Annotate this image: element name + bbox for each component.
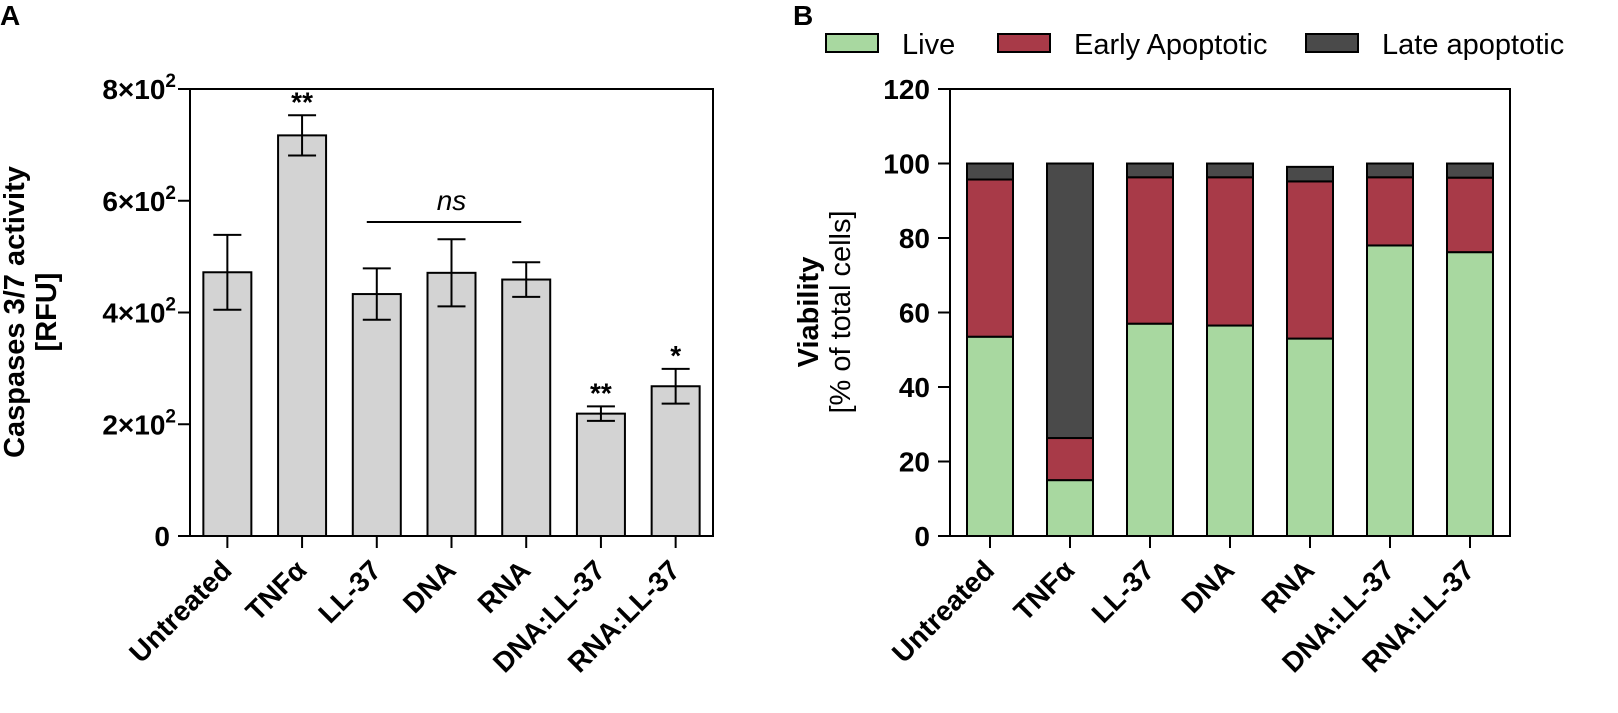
stacked-segment-early-apoptotic xyxy=(1446,176,1494,254)
stacked-segment-live xyxy=(1446,251,1494,537)
y-tick-label-base: 0 xyxy=(154,521,170,552)
stacked-segment-live xyxy=(1126,322,1174,537)
stacked-segment-early-apoptotic xyxy=(1366,176,1414,247)
x-category-label: LL-37 xyxy=(1086,554,1161,629)
y-tick-label: 4×102 xyxy=(102,295,176,329)
stacked-segment-early-apoptotic xyxy=(1046,437,1094,482)
stacked-segment-late-apoptotic xyxy=(1446,162,1494,179)
y-tick-label-exponent: 2 xyxy=(165,295,176,316)
bar xyxy=(650,385,701,537)
significance-label: ** xyxy=(590,377,612,408)
y-tick-label-base: 4×10 xyxy=(102,298,165,329)
y-tick-label-base: 8×10 xyxy=(102,74,165,105)
y-axis-title: Viability xyxy=(793,257,825,368)
legend-swatch xyxy=(1305,33,1359,53)
stacked-segment-late-apoptotic xyxy=(966,162,1014,181)
y-tick-label: 40 xyxy=(899,372,930,403)
stacked-segment-late-apoptotic xyxy=(1046,162,1094,440)
stacked-segment-live xyxy=(1286,337,1334,538)
y-tick-label: 8×102 xyxy=(102,71,176,105)
stacked-segment-live xyxy=(966,335,1014,537)
x-category-label: TNFα xyxy=(240,554,313,627)
plot-frame xyxy=(949,88,1511,537)
y-axis-subtitle: [% of total cells] xyxy=(825,210,857,413)
y-tick-label: 0 xyxy=(914,521,930,552)
y-tick-label-base: 2×10 xyxy=(102,409,165,440)
x-category-label: DNA xyxy=(1175,554,1240,619)
stacked-segment-late-apoptotic xyxy=(1286,165,1334,183)
stacked-segment-early-apoptotic xyxy=(1126,176,1174,325)
legend-label: Early Apoptotic xyxy=(1074,29,1267,61)
stacked-segment-live xyxy=(1366,244,1414,537)
x-category-label: Untreated xyxy=(886,554,1000,668)
y-tick-label: 60 xyxy=(899,298,930,329)
y-axis-title: Caspases 3/7 activity xyxy=(0,166,31,458)
bar xyxy=(501,278,552,537)
bar xyxy=(277,134,328,537)
x-category-label: Untreated xyxy=(123,554,237,668)
bar xyxy=(202,271,253,537)
y-tick-label: 100 xyxy=(883,149,930,180)
stacked-segment-early-apoptotic xyxy=(1286,180,1334,340)
y-tick-label: 120 xyxy=(883,74,930,105)
stacked-segment-late-apoptotic xyxy=(1366,162,1414,179)
y-tick-label: 2×102 xyxy=(102,406,176,440)
x-category-label: DNA xyxy=(397,554,462,619)
bar xyxy=(351,293,402,537)
stacked-segment-live xyxy=(1046,479,1094,537)
stacked-segment-late-apoptotic xyxy=(1206,162,1254,179)
bar xyxy=(426,271,477,537)
y-tick-label-exponent: 2 xyxy=(165,406,176,427)
y-tick-label: 20 xyxy=(899,447,930,478)
stacked-segment-early-apoptotic xyxy=(1206,176,1254,327)
panel-b-letter: B xyxy=(793,0,813,31)
ns-label: ns xyxy=(437,185,467,216)
stacked-segment-live xyxy=(1206,324,1254,537)
legend-label: Live xyxy=(902,29,955,61)
y-tick-label: 6×102 xyxy=(102,183,176,217)
x-category-label: LL-37 xyxy=(312,554,387,629)
y-tick-label-base: 6×10 xyxy=(102,186,165,217)
y-tick-label: 80 xyxy=(899,223,930,254)
legend-swatch xyxy=(997,33,1051,53)
y-tick-label-exponent: 2 xyxy=(165,183,176,204)
y-axis-subtitle: [RFU] xyxy=(31,273,63,352)
significance-label: * xyxy=(670,340,681,371)
legend-label: Late apoptotic xyxy=(1382,29,1564,61)
stacked-segment-early-apoptotic xyxy=(966,178,1014,338)
legend-swatch xyxy=(825,33,879,53)
x-category-label: RNA xyxy=(1255,554,1320,619)
stacked-segment-late-apoptotic xyxy=(1126,162,1174,179)
bar xyxy=(575,412,626,538)
panel-a-letter: A xyxy=(0,0,20,31)
significance-label: ** xyxy=(291,86,313,117)
y-tick-label: 0 xyxy=(154,521,170,552)
y-tick-label-exponent: 2 xyxy=(165,71,176,92)
x-category-label: TNFα xyxy=(1008,554,1081,627)
x-category-label: RNA xyxy=(472,554,537,619)
